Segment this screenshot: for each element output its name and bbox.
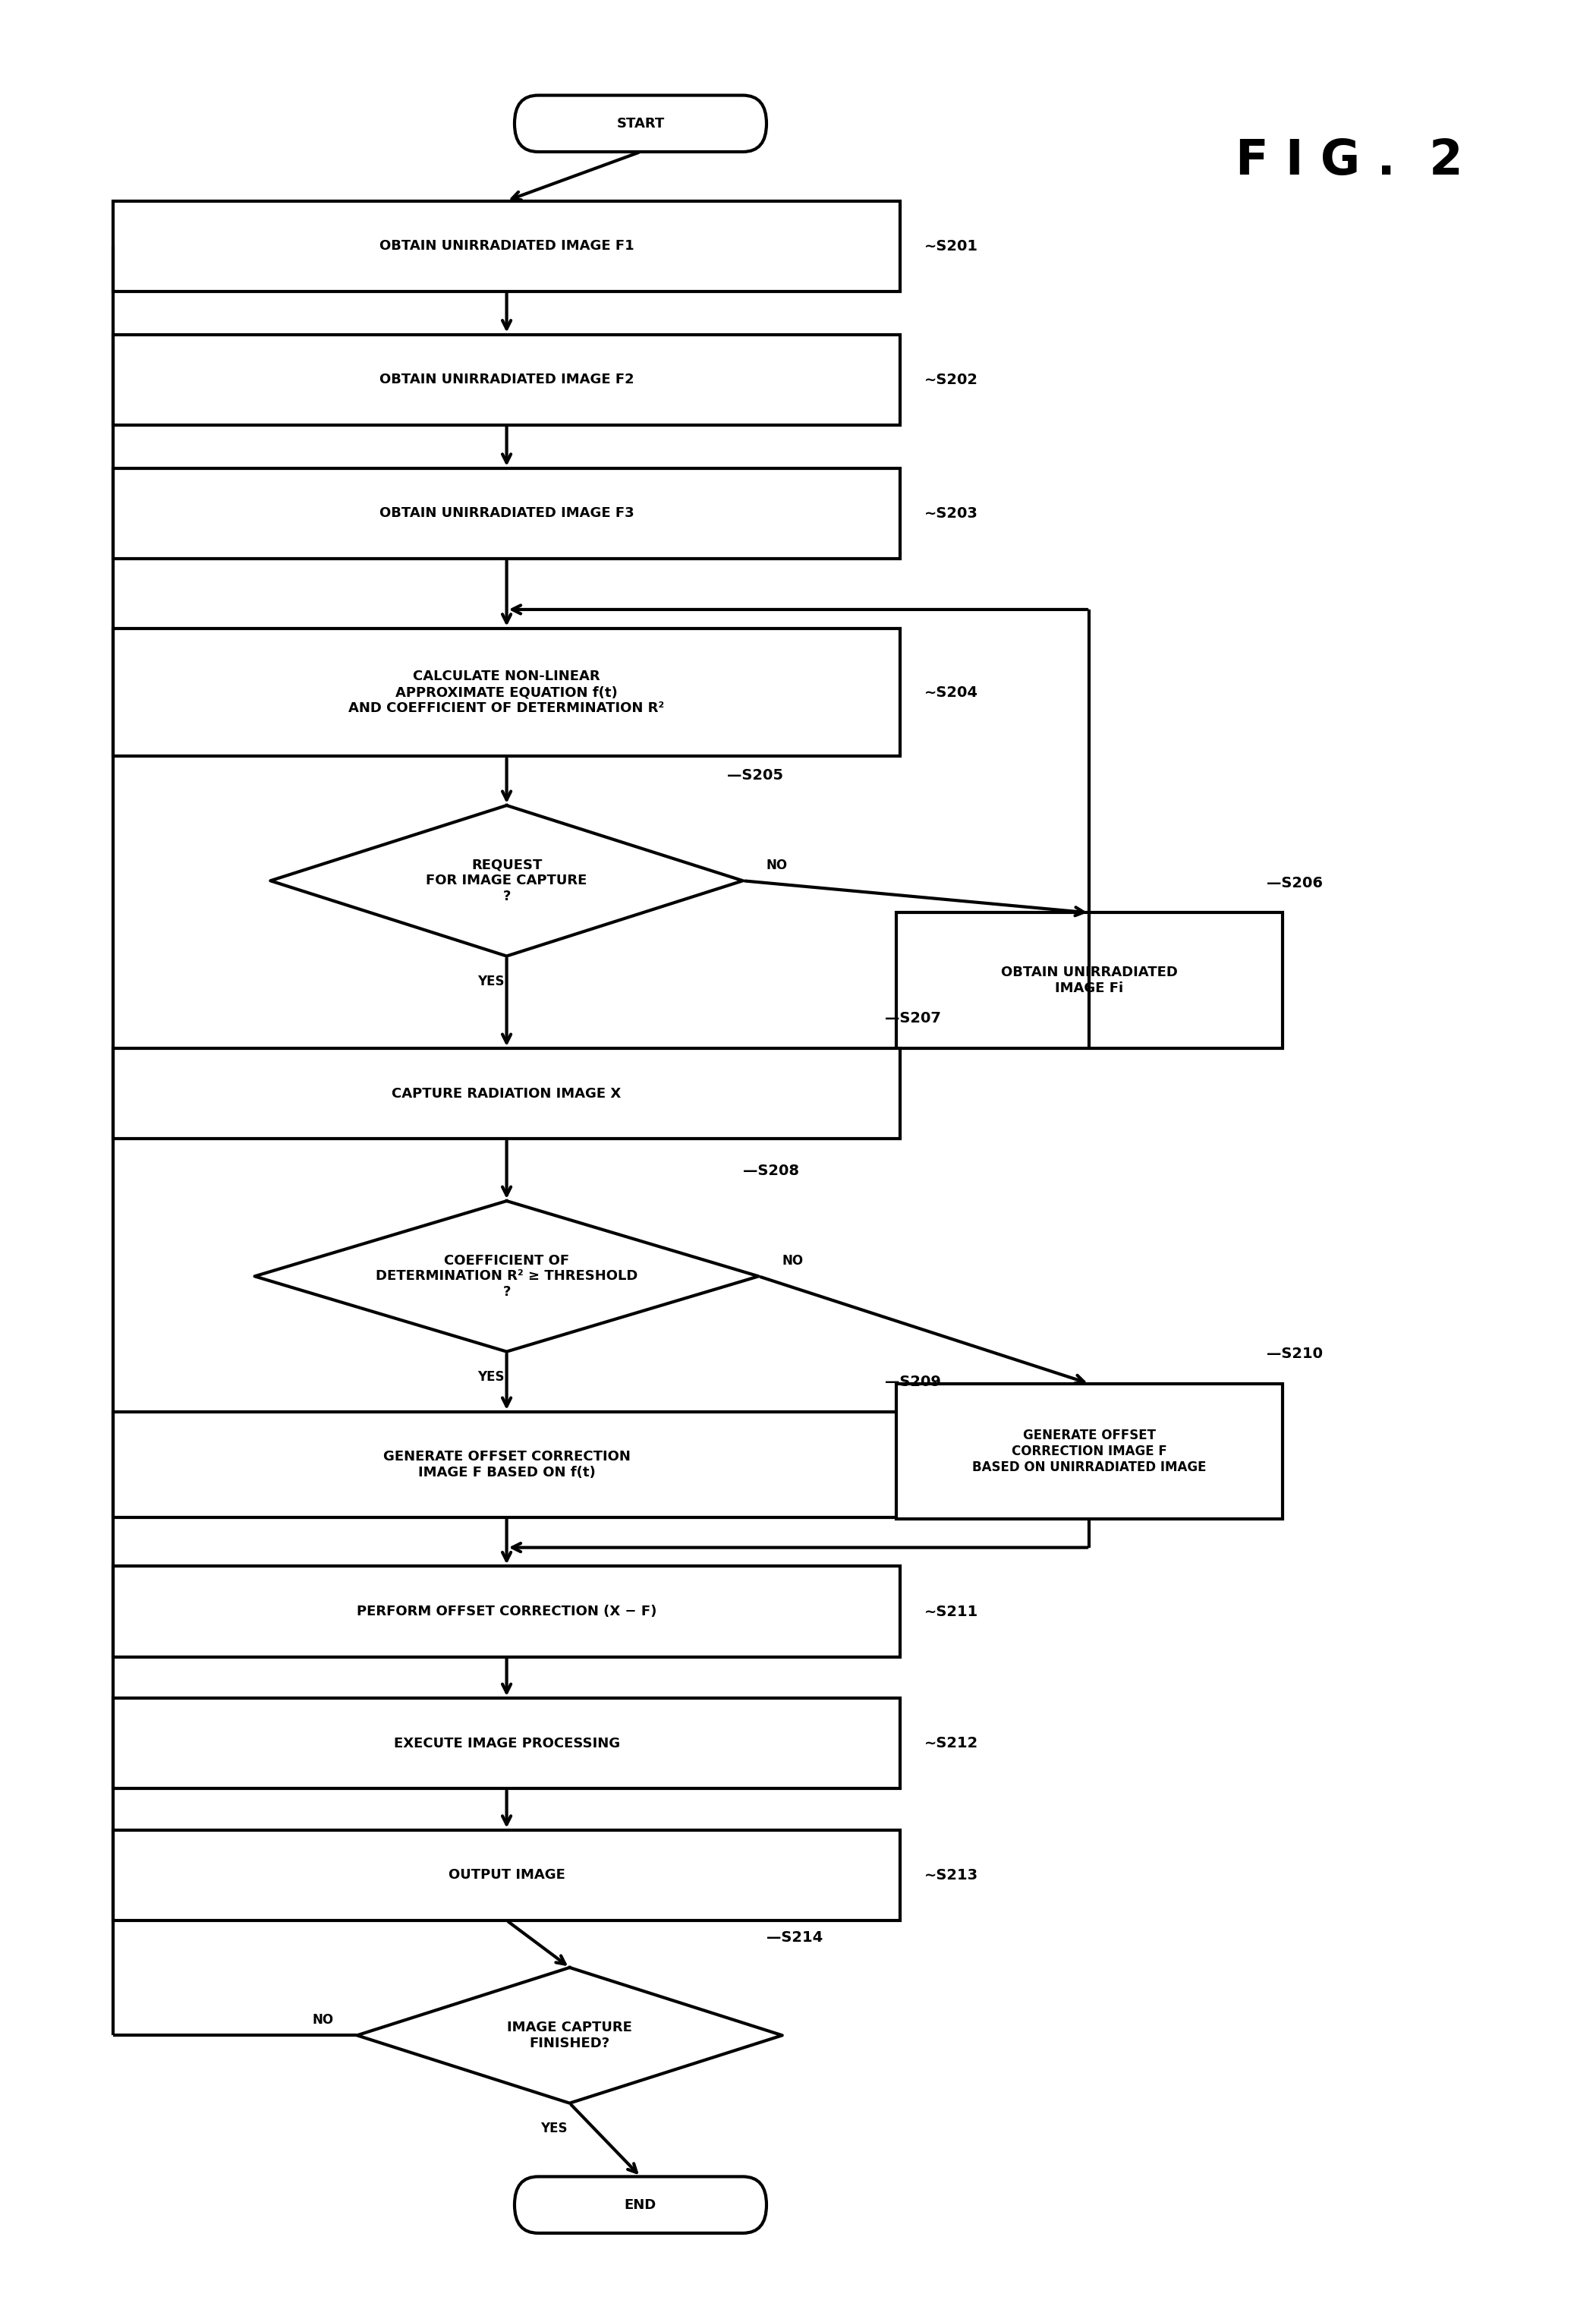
Text: NO: NO [313,2013,334,2027]
Bar [897,914,1282,1048]
Text: ∼S203: ∼S203 [924,506,978,522]
Polygon shape [358,1967,782,2103]
Text: ∼S212: ∼S212 [924,1737,978,1751]
Text: ∼S204: ∼S204 [924,684,978,700]
Text: OUTPUT IMAGE: OUTPUT IMAGE [448,1869,565,1883]
Text: REQUEST
FOR IMAGE CAPTURE
?: REQUEST FOR IMAGE CAPTURE ? [426,858,587,904]
Text: F I G .  2: F I G . 2 [1235,137,1464,186]
Text: ∼S202: ∼S202 [924,373,978,387]
Bar [897,1384,1282,1519]
Text: —S206: —S206 [1267,877,1323,890]
Bar [113,334,900,424]
Text: OBTAIN UNIRRADIATED IMAGE F2: OBTAIN UNIRRADIATED IMAGE F2 [380,373,634,387]
Text: ∼S211: ∼S211 [924,1605,978,1619]
Text: —S210: —S210 [1267,1347,1323,1361]
FancyBboxPatch shape [514,95,766,151]
Text: CAPTURE RADIATION IMAGE X: CAPTURE RADIATION IMAGE X [393,1088,621,1102]
FancyBboxPatch shape [514,2178,766,2233]
Text: GENERATE OFFSET CORRECTION
IMAGE F BASED ON f(t): GENERATE OFFSET CORRECTION IMAGE F BASED… [383,1449,630,1480]
Polygon shape [255,1201,758,1352]
Text: CALCULATE NON-LINEAR
APPROXIMATE EQUATION f(t)
AND COEFFICIENT OF DETERMINATION : CALCULATE NON-LINEAR APPROXIMATE EQUATIO… [348,670,664,714]
Text: ∼S201: ∼S201 [924,239,978,253]
Bar [113,628,900,756]
Text: GENERATE OFFSET
CORRECTION IMAGE F
BASED ON UNIRRADIATED IMAGE: GENERATE OFFSET CORRECTION IMAGE F BASED… [972,1429,1207,1475]
Text: YES: YES [477,974,504,988]
Text: —S205: —S205 [728,768,784,784]
Text: —S207: —S207 [884,1011,940,1025]
Bar [113,1412,900,1517]
Text: OBTAIN UNIRRADIATED IMAGE F1: OBTAIN UNIRRADIATED IMAGE F1 [380,239,634,253]
Text: PERFORM OFFSET CORRECTION (X − F): PERFORM OFFSET CORRECTION (X − F) [356,1605,656,1619]
Text: EXECUTE IMAGE PROCESSING: EXECUTE IMAGE PROCESSING [394,1737,619,1751]
Bar [113,1565,900,1656]
Text: COEFFICIENT OF
DETERMINATION R² ≥ THRESHOLD
?: COEFFICIENT OF DETERMINATION R² ≥ THRESH… [375,1255,638,1299]
Text: YES: YES [477,1371,504,1384]
Bar [113,1048,900,1139]
Text: —S209: —S209 [884,1375,940,1389]
Text: —S208: —S208 [742,1164,800,1178]
Bar [113,468,900,559]
Text: NO: NO [766,858,788,872]
Bar [113,202,900,292]
Text: OBTAIN UNIRRADIATED IMAGE F3: OBTAIN UNIRRADIATED IMAGE F3 [380,506,634,519]
Text: START: START [616,116,664,130]
Text: IMAGE CAPTURE
FINISHED?: IMAGE CAPTURE FINISHED? [508,2020,632,2050]
Text: END: END [624,2198,656,2212]
Bar [113,1830,900,1920]
Bar [113,1698,900,1788]
Text: —S214: —S214 [766,1929,824,1946]
Text: YES: YES [541,2122,567,2136]
Text: ∼S213: ∼S213 [924,1869,978,1883]
Text: NO: NO [782,1255,804,1268]
Text: OBTAIN UNIRRADIATED
IMAGE Fi: OBTAIN UNIRRADIATED IMAGE Fi [1001,965,1178,995]
Polygon shape [270,805,742,955]
